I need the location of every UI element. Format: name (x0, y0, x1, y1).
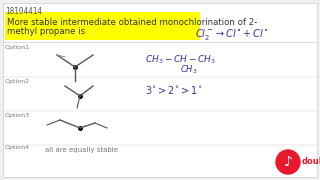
Circle shape (276, 150, 300, 174)
Text: Option1: Option1 (5, 45, 30, 50)
FancyBboxPatch shape (3, 3, 317, 177)
Text: methyl propane is: methyl propane is (7, 27, 85, 36)
Text: ♪: ♪ (284, 155, 292, 169)
Text: doubtnut: doubtnut (302, 158, 320, 166)
Text: Option3: Option3 (5, 113, 30, 118)
Text: all are equally stable: all are equally stable (45, 147, 118, 153)
Text: Option2: Option2 (5, 79, 30, 84)
Text: $Cl_2^- \rightarrow Cl^{\bullet} + Cl^{\bullet}$: $Cl_2^- \rightarrow Cl^{\bullet} + Cl^{\… (195, 27, 268, 42)
Text: $CH_3$: $CH_3$ (180, 63, 197, 75)
Text: 18104414: 18104414 (5, 7, 42, 16)
Text: $3^{\circ} > 2^{\circ} > 1^{\circ}$: $3^{\circ} > 2^{\circ} > 1^{\circ}$ (145, 84, 202, 96)
Text: More stable intermediate obtained monochlorination of 2-: More stable intermediate obtained monoch… (7, 18, 257, 27)
FancyBboxPatch shape (5, 12, 200, 40)
Text: Option4: Option4 (5, 145, 30, 150)
Text: $CH_3 - CH - CH_3$: $CH_3 - CH - CH_3$ (145, 54, 216, 66)
